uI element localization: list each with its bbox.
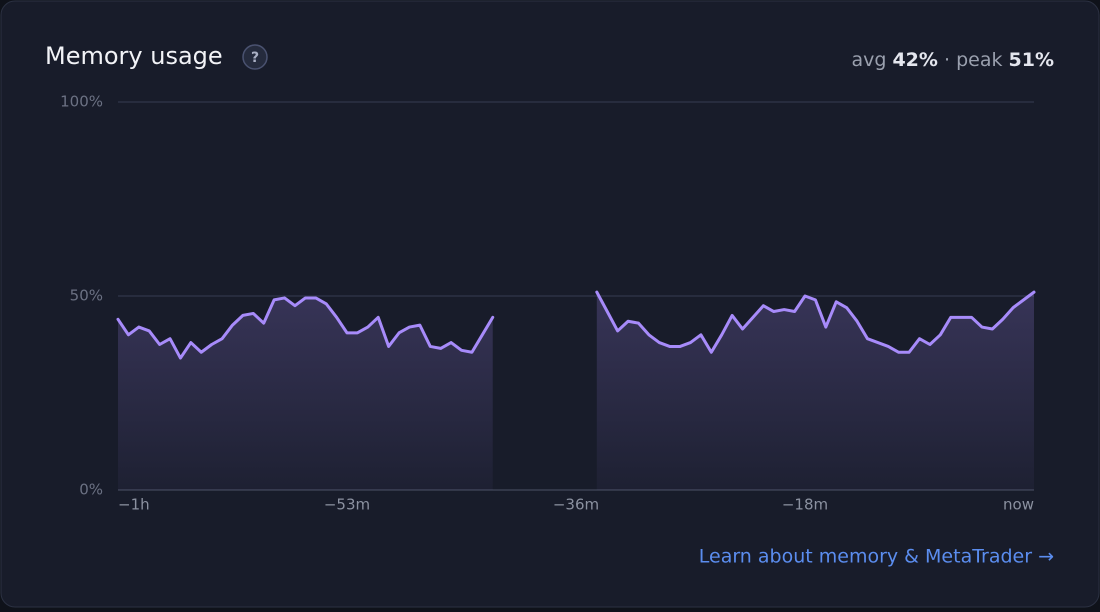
x-tick-label: now bbox=[1003, 496, 1034, 514]
stat-label: peak bbox=[956, 49, 1002, 71]
help-text[interactable]: ? bbox=[251, 50, 259, 66]
line bbox=[116, 290, 1036, 360]
stat-label: avg bbox=[851, 49, 886, 71]
y-tick-label: 100% bbox=[60, 93, 103, 111]
y-tick-label: 0% bbox=[79, 481, 103, 499]
stat-value: 42% bbox=[892, 49, 937, 71]
x-tick-label: −1h bbox=[118, 496, 150, 514]
area bbox=[118, 292, 1034, 490]
x-tick-label: −53m bbox=[324, 496, 370, 514]
learn-link[interactable]: Learn about memory & MetaTrader → bbox=[699, 546, 1054, 568]
x-tick-label: −36m bbox=[553, 496, 599, 514]
separator: · bbox=[944, 49, 950, 71]
chart-title: Memory usage bbox=[45, 42, 223, 70]
stat-value: 51% bbox=[1009, 49, 1054, 71]
x-tick-label: −18m bbox=[782, 496, 828, 514]
help-icon[interactable] bbox=[242, 44, 268, 70]
y-tick-label: 50% bbox=[70, 287, 103, 305]
stats: avg 42% · peak 51% bbox=[851, 49, 1054, 71]
